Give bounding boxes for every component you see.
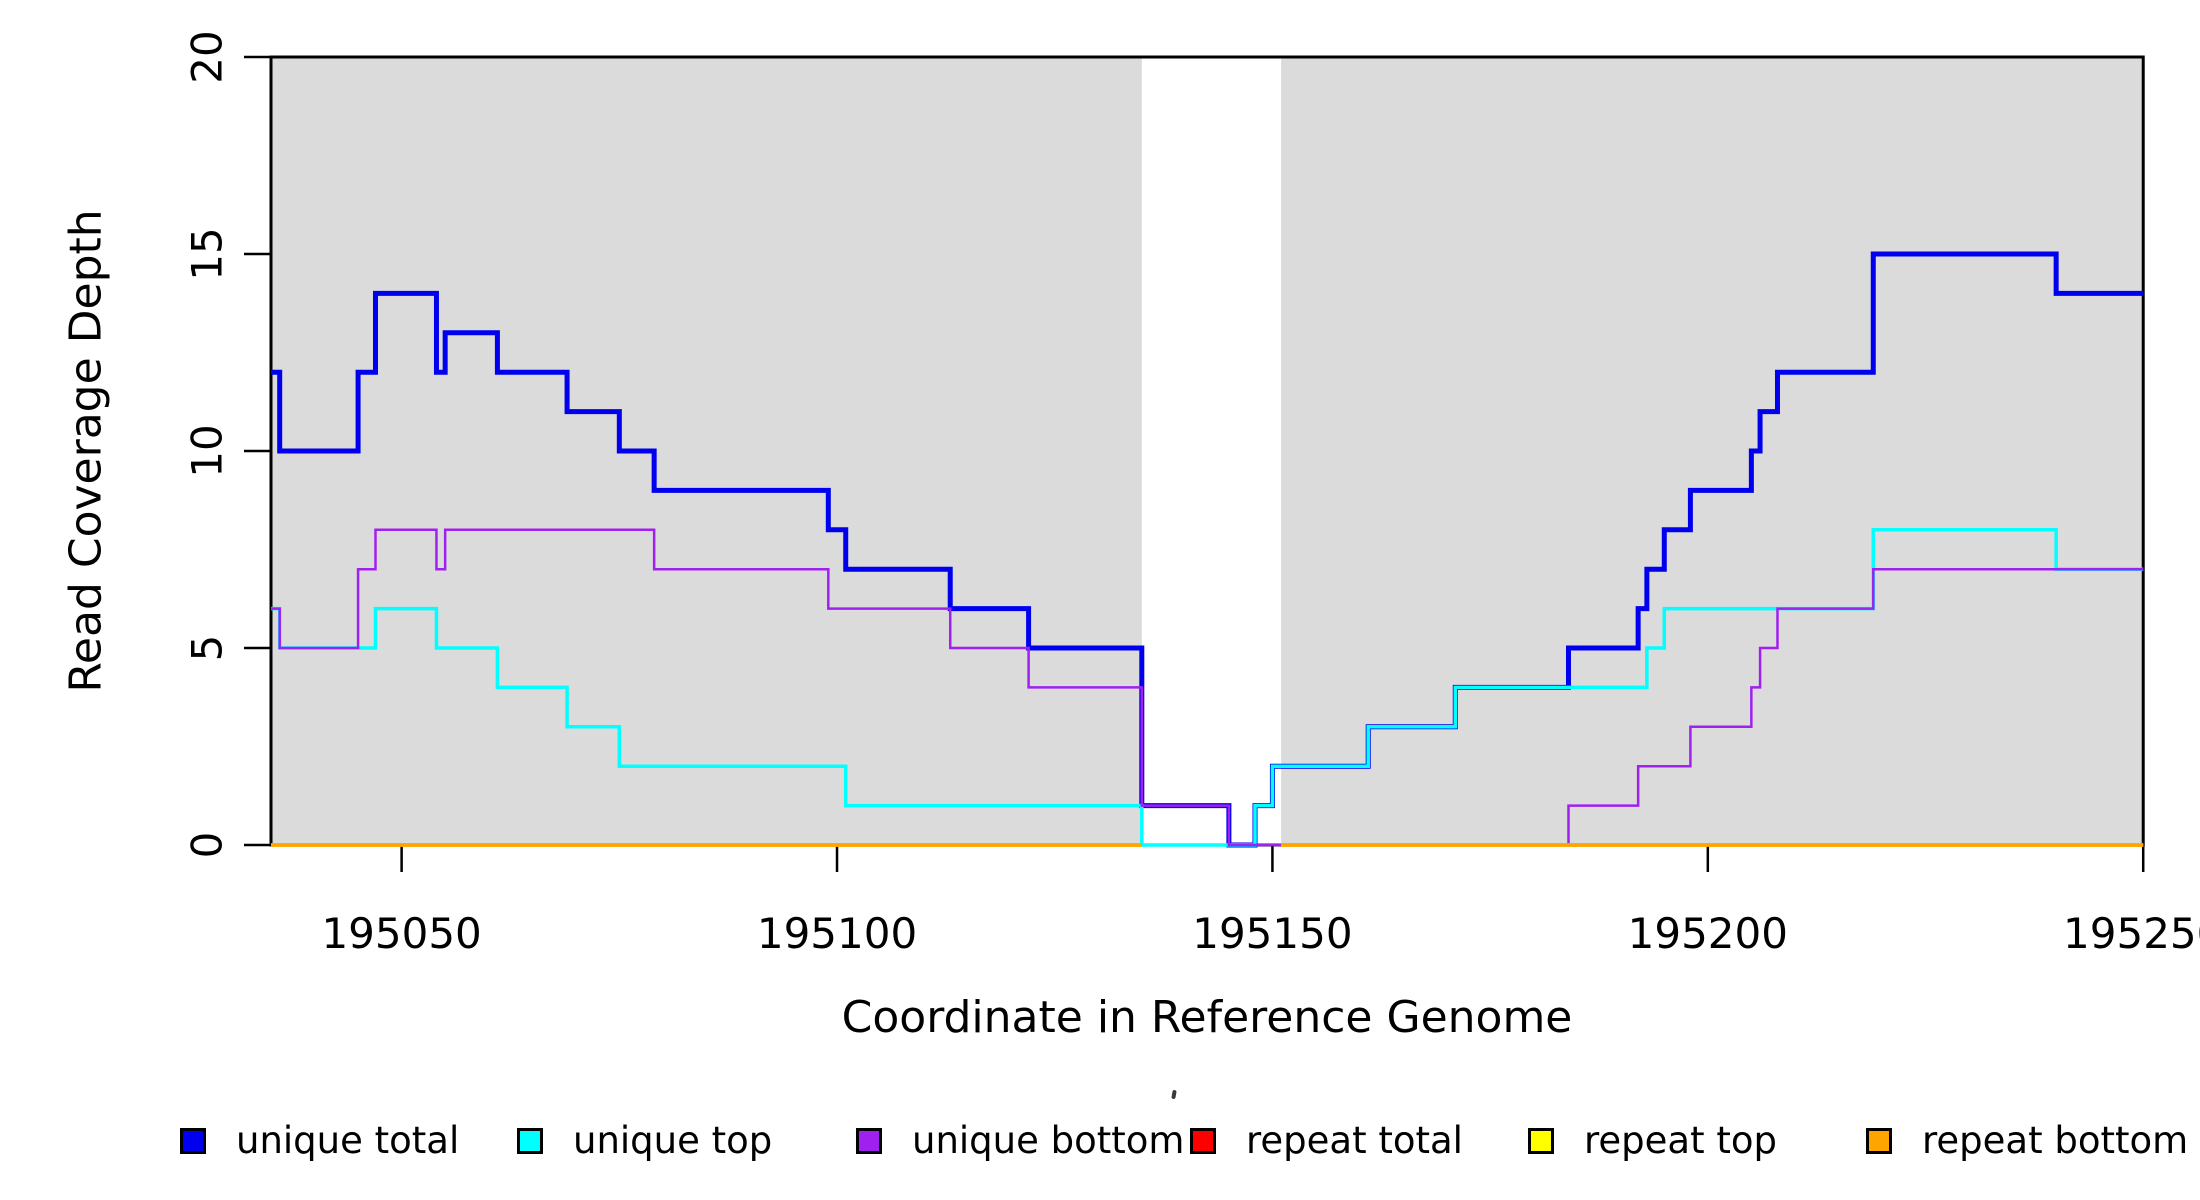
series-unique-bottom (271, 528, 2144, 847)
legend-item-unique-bottom: unique bottom (856, 1119, 1184, 1162)
x-tick-label: 195050 (321, 909, 481, 958)
legend-swatch-repeat-top (1528, 1127, 1554, 1154)
x-tick-label: 195150 (1192, 909, 1352, 958)
legend-item-repeat-total: repeat total (1190, 1119, 1463, 1162)
y-tick-label: 10 (183, 424, 232, 477)
legend-item-repeat-top: repeat top (1528, 1119, 1777, 1162)
y-tick-label: 15 (183, 227, 232, 280)
y-axis-title: Read Coverage Depth (60, 209, 111, 692)
legend-label: unique top (573, 1119, 773, 1162)
y-tick-label: 20 (183, 30, 232, 83)
x-tick-label: 195100 (757, 909, 917, 958)
legend-item-repeat-bottom: repeat bottom (1866, 1119, 2188, 1162)
repeat-region-left (271, 57, 1142, 845)
legend-label: unique bottom (912, 1119, 1185, 1162)
y-tick-label: 5 (183, 635, 232, 662)
legend-label: unique total (236, 1119, 460, 1162)
legend-item-unique-total: unique total (180, 1119, 459, 1162)
x-tick-label: 195200 (1628, 909, 1788, 958)
legend-label: repeat bottom (1922, 1119, 2189, 1162)
legend-label: repeat total (1246, 1119, 1463, 1162)
legend-item-unique-top: unique top (517, 1119, 772, 1162)
repeat-region-right (1281, 57, 2144, 845)
x-axis-title: Coordinate in Reference Genome (842, 992, 1573, 1043)
y-tick-label: 0 (183, 832, 232, 859)
legend-swatch-unique-total (180, 1127, 206, 1154)
legend-swatch-unique-top (517, 1127, 543, 1154)
legend-swatch-repeat-total (1190, 1127, 1216, 1154)
series-unique-top (271, 528, 2144, 847)
legend-label: repeat top (1584, 1119, 1777, 1162)
legend-swatch-repeat-bottom (1866, 1127, 1892, 1154)
legend-swatch-unique-bottom (856, 1127, 882, 1154)
